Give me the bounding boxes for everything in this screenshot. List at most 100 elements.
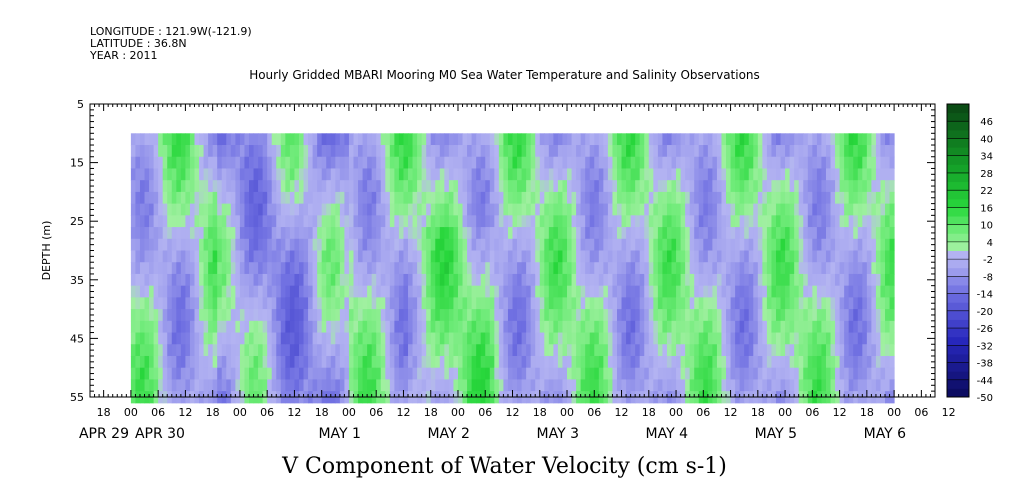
heatmap-cell (208, 367, 214, 380)
heatmap-cell (721, 344, 727, 357)
heatmap-cell (757, 133, 763, 146)
heatmap-cell (403, 332, 409, 345)
heatmap-cell (526, 238, 532, 251)
heatmap-cell (780, 344, 786, 357)
heatmap-cell (503, 250, 509, 263)
heatmap-cell (694, 238, 700, 251)
heatmap-cell (830, 180, 836, 193)
heatmap-cell (712, 320, 718, 334)
heatmap-cell (885, 180, 891, 193)
heatmap-cell (262, 168, 268, 181)
heatmap-cell (653, 285, 659, 298)
heatmap-cell (289, 250, 295, 263)
heatmap-cell (185, 379, 191, 392)
heatmap-cell (485, 238, 491, 251)
heatmap-cell (489, 215, 495, 228)
heatmap-cell (217, 215, 223, 228)
heatmap-cell (766, 379, 772, 392)
heatmap-cell (580, 355, 586, 369)
heatmap-cell (185, 215, 191, 228)
heatmap-cell (217, 273, 223, 287)
heatmap-cell (135, 180, 141, 193)
heatmap-cell (544, 203, 550, 216)
heatmap-cell (326, 156, 332, 169)
heatmap-cell (676, 250, 682, 263)
heatmap-cell (794, 285, 800, 298)
heatmap-cell (503, 344, 509, 357)
heatmap-cell (494, 145, 500, 158)
heatmap-cell (298, 285, 305, 298)
heatmap-cell (321, 367, 327, 380)
heatmap-cell (485, 168, 491, 181)
heatmap-cell (644, 227, 650, 240)
heatmap-cell (567, 309, 573, 322)
heatmap-cell (653, 168, 659, 181)
heatmap-cell (567, 168, 573, 181)
colorbar-swatch (947, 259, 969, 269)
heatmap-cell (421, 191, 427, 205)
heatmap-cell (821, 297, 827, 310)
heatmap-cell (335, 367, 341, 380)
heatmap-cell (594, 238, 600, 251)
heatmap-cell (848, 250, 854, 263)
heatmap-cell (376, 215, 382, 228)
heatmap-cell (730, 273, 736, 287)
heatmap-cell (189, 156, 195, 169)
heatmap-cell (398, 180, 404, 193)
heatmap-cell (589, 355, 595, 369)
heatmap-cell (280, 180, 286, 193)
heatmap-cell (780, 297, 786, 310)
heatmap-cell (539, 309, 545, 322)
heatmap-cell (666, 156, 672, 169)
heatmap-cell (480, 367, 486, 380)
heatmap-cell (676, 367, 682, 380)
heatmap-cell (671, 344, 677, 357)
heatmap-cell (812, 320, 818, 334)
heatmap-cell (394, 250, 400, 263)
heatmap-cell (149, 309, 155, 322)
heatmap-cell (848, 156, 854, 169)
heatmap-cell (149, 344, 155, 357)
heatmap-cell (698, 297, 704, 310)
heatmap-cell (362, 320, 368, 334)
heatmap-cell (612, 344, 618, 357)
heatmap-cell (285, 367, 291, 380)
heatmap-cell (262, 145, 268, 158)
heatmap-cell (557, 215, 563, 228)
heatmap-cell (653, 180, 659, 193)
heatmap-cell (635, 238, 641, 251)
heatmap-cell (326, 273, 332, 287)
heatmap-cell (162, 168, 168, 181)
heatmap-cell (217, 285, 223, 298)
heatmap-cell (498, 203, 504, 216)
heatmap-cell (862, 203, 868, 216)
heatmap-cell (862, 332, 868, 345)
heatmap-cell (444, 203, 450, 216)
heatmap-cell (753, 203, 759, 216)
heatmap-cell (694, 227, 700, 240)
heatmap-cell (267, 203, 273, 216)
heatmap-cell (757, 297, 763, 310)
heatmap-cell (135, 168, 141, 181)
heatmap-cell (457, 180, 464, 193)
heatmap-cell (149, 238, 155, 251)
heatmap-cell (149, 227, 155, 240)
heatmap-cell (512, 250, 518, 263)
heatmap-cell (626, 133, 632, 146)
colorbar-swatch (947, 302, 969, 312)
heatmap-cell (780, 379, 786, 392)
heatmap-cell (467, 262, 473, 275)
heatmap-cell (589, 156, 595, 169)
heatmap-cell (376, 273, 382, 287)
heatmap-cell (358, 332, 364, 345)
heatmap-cell (848, 191, 854, 205)
heatmap-cell (576, 227, 582, 240)
latitude-label: LATITUDE : 36.8N (90, 37, 187, 50)
heatmap-cell (385, 332, 391, 345)
heatmap-cell (825, 203, 832, 216)
heatmap-cell (598, 273, 604, 287)
heatmap-cell (348, 215, 354, 228)
heatmap-cell (212, 309, 218, 322)
heatmap-cell (676, 309, 682, 322)
heatmap-cell (239, 168, 245, 181)
